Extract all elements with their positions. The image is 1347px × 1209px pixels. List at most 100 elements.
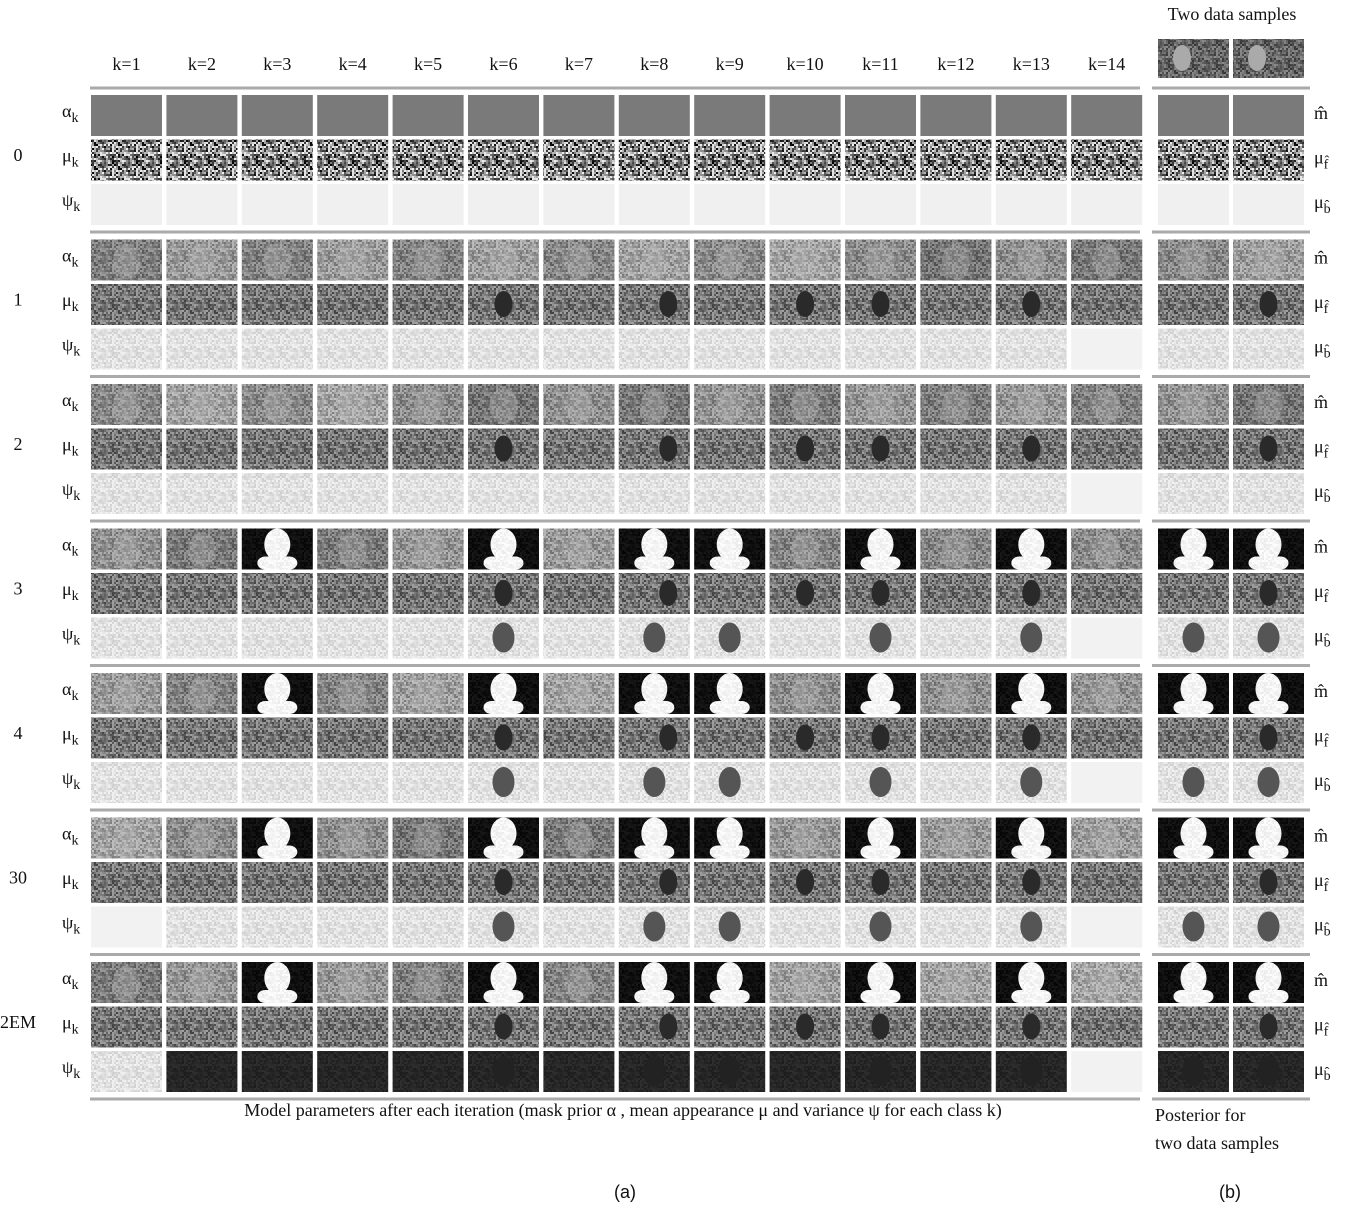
sample-title: Two data samples [1168, 4, 1297, 24]
cell-image-texture [694, 818, 765, 859]
face [1022, 580, 1040, 606]
posterior-symbol: μ [1314, 581, 1324, 601]
mask-head [640, 244, 668, 280]
cell-image-texture [770, 907, 841, 948]
cell-image [393, 140, 464, 181]
cell-image [920, 184, 991, 225]
cell-image-texture [317, 618, 388, 659]
mask-head [188, 822, 216, 858]
mask-head [263, 388, 291, 424]
face [1260, 1014, 1278, 1040]
face [872, 725, 890, 751]
cell-image-texture [242, 962, 313, 1003]
posterior-label: μb̂ [1314, 192, 1331, 217]
parameter-subscript: k [72, 156, 79, 171]
cell-image-texture [770, 329, 841, 370]
parameter-subscript: k [73, 778, 80, 793]
cell-image [317, 140, 388, 181]
cell-image-texture [1071, 718, 1142, 759]
face [643, 1056, 665, 1086]
cell-image-texture [393, 473, 464, 514]
parameter-subscript: k [71, 545, 78, 560]
face [643, 623, 665, 653]
cell-image-texture [996, 962, 1067, 1003]
face [1183, 912, 1205, 942]
face [1258, 623, 1280, 653]
parameter-symbol: μ [62, 435, 72, 455]
cell-image-texture [694, 1007, 765, 1048]
posterior-symbol: m̂ [1314, 103, 1328, 123]
posterior-label: μf̂ [1314, 437, 1330, 462]
cell-image-texture [920, 1051, 991, 1092]
cell-image-texture [1158, 329, 1229, 370]
parameter-label: αk [62, 246, 78, 271]
mask-head [565, 677, 593, 713]
parameter-subscript: k [71, 978, 78, 993]
separator [1152, 1098, 1310, 1101]
column-label: k=2 [188, 54, 216, 74]
cell-image-texture [1158, 1007, 1229, 1048]
face [495, 869, 513, 895]
cell-image [166, 184, 237, 225]
mask-head [716, 388, 744, 424]
mask-head [565, 966, 593, 1002]
parameter-label: αk [62, 824, 78, 849]
face [719, 912, 741, 942]
cell-image-texture [619, 329, 690, 370]
cell-image-texture [1158, 473, 1229, 514]
cell-image-texture [920, 329, 991, 370]
cell-image-texture [543, 573, 614, 614]
cell-image-texture [1071, 573, 1142, 614]
mask-head [791, 388, 819, 424]
cell-image-texture [242, 473, 313, 514]
cell-image-texture [920, 473, 991, 514]
cell-image [543, 140, 614, 181]
separator [1152, 87, 1310, 90]
cell-image-texture [393, 618, 464, 659]
mask-head [339, 244, 367, 280]
cell-image-texture [468, 962, 539, 1003]
cell-image-texture [619, 573, 690, 614]
parameter-label: μk [62, 290, 79, 315]
cell-image-texture [393, 573, 464, 614]
cell-image-texture [543, 718, 614, 759]
cell-image-texture [393, 1051, 464, 1092]
cell-image-texture [317, 429, 388, 470]
posterior-label: μf̂ [1314, 870, 1330, 895]
parameter-subscript: k [72, 300, 79, 315]
cell-image [166, 95, 237, 136]
mask-head [339, 677, 367, 713]
cell-image-texture [166, 762, 237, 803]
face [659, 725, 677, 751]
posterior-symbol: μ [1314, 1059, 1324, 1079]
cell-image [1071, 95, 1142, 136]
mask-head [791, 822, 819, 858]
cell-image-texture [166, 1051, 237, 1092]
cell-image-texture [91, 1007, 162, 1048]
iteration-label: 2EM [0, 1012, 36, 1032]
face [493, 623, 515, 653]
parameter-symbol: ψ [62, 479, 74, 499]
mask-head [188, 533, 216, 569]
separator [90, 953, 1140, 956]
mask-head [1093, 244, 1121, 280]
cell-image-texture [845, 962, 916, 1003]
cell-image [543, 95, 614, 136]
cell-image-texture [393, 762, 464, 803]
parameter-label: ψk [62, 335, 80, 360]
cell-image-texture [619, 473, 690, 514]
cell-image-texture [770, 1051, 841, 1092]
cell-image [694, 184, 765, 225]
cell-image [242, 140, 313, 181]
face [1258, 767, 1280, 797]
cell-image-texture [845, 673, 916, 714]
posterior-label: μb̂ [1314, 915, 1331, 940]
posterior-subscript: b̂ [1324, 1067, 1331, 1084]
posterior-subscript: f̂ [1324, 155, 1330, 172]
cell-image [920, 95, 991, 136]
face [1020, 623, 1042, 653]
face [659, 869, 677, 895]
cell-image-texture [91, 473, 162, 514]
cell-image-texture [845, 473, 916, 514]
mask-head [490, 244, 518, 280]
